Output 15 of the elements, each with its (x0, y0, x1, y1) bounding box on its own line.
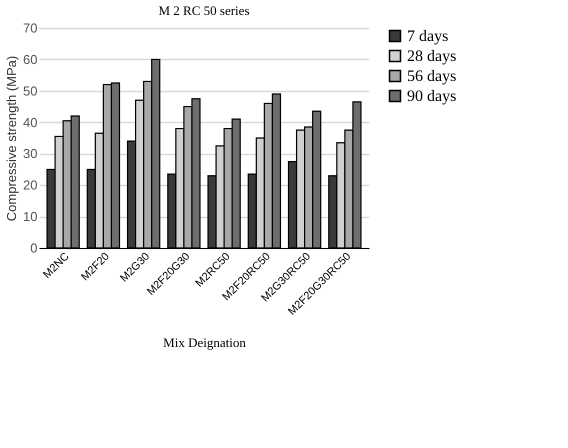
legend-label: 7 days (407, 28, 448, 45)
y-tick-label: 20 (23, 178, 38, 193)
y-tick-label: 60 (23, 52, 38, 67)
legend-label: 56 days (407, 68, 456, 85)
y-tick-label: 50 (23, 83, 38, 98)
y-tick-label: 30 (23, 146, 38, 162)
x-axis-title: Mix Deignation (163, 335, 246, 350)
y-tick-label: 10 (23, 209, 38, 224)
legend-label: 90 days (407, 88, 456, 105)
chart-title: M 2 RC 50 series (158, 3, 250, 18)
y-tick-label: 0 (30, 240, 38, 256)
legend-label: 28 days (407, 48, 456, 65)
y-axis-title: Compressive strength (MPa) (4, 56, 20, 222)
y-tick-label: 40 (23, 114, 38, 130)
y-tick-label: 70 (23, 20, 38, 36)
